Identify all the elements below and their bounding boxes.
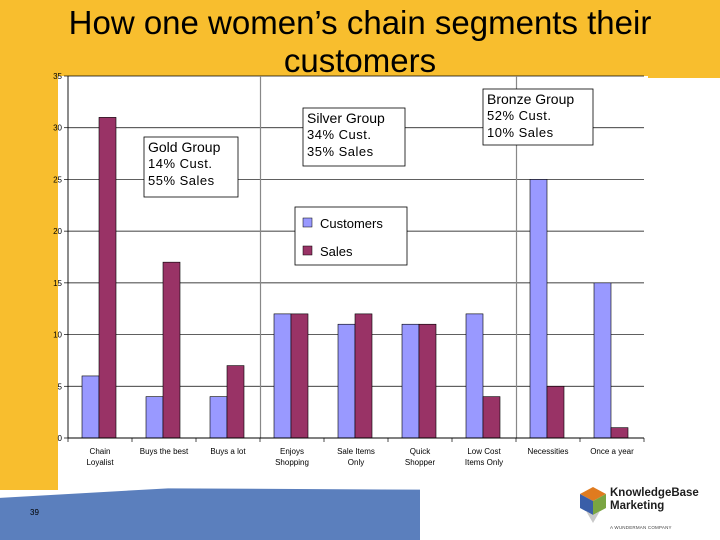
x-tick-label: Quick xyxy=(410,447,431,456)
y-tick-label: 30 xyxy=(53,124,62,133)
accent-bar-top xyxy=(0,0,720,78)
group-annotation-line: 34% Cust. xyxy=(307,127,371,142)
slide-title: How one women’s chain segments their cus… xyxy=(68,4,652,79)
x-tick-label: Once a year xyxy=(590,447,634,456)
footer-wave xyxy=(0,488,420,540)
logo-tagline: A WUNDERMAN COMPANY xyxy=(610,525,672,530)
bar-customers xyxy=(273,313,292,439)
bar-sales xyxy=(162,261,181,439)
x-tick-label: Only xyxy=(348,458,364,467)
bar-customers xyxy=(145,396,164,439)
y-tick-label: 0 xyxy=(58,434,63,443)
bar-sales xyxy=(354,313,373,439)
bar-customers xyxy=(529,179,548,439)
y-tick-label: 5 xyxy=(58,382,63,391)
group-annotation-line: 10% Sales xyxy=(487,125,554,140)
x-tick-label: Buys the best xyxy=(140,447,189,456)
bar-sales xyxy=(290,313,309,439)
bar-sales xyxy=(98,117,117,439)
group-annotation-box xyxy=(143,136,239,198)
bar-sales xyxy=(482,396,501,439)
logo-wordmark: KnowledgeBase Marketing xyxy=(610,487,699,513)
x-tick-label: Low Cost xyxy=(467,447,501,456)
y-tick-label: 35 xyxy=(53,72,62,81)
group-annotation-line: 55% Sales xyxy=(148,173,215,188)
bar-customers xyxy=(593,282,612,439)
group-annotation-title: Bronze Group xyxy=(487,91,574,107)
x-tick-label: Shopper xyxy=(405,458,436,467)
y-tick-label: 20 xyxy=(53,227,62,236)
x-tick-label: Buys a lot xyxy=(210,447,246,456)
y-tick-label: 25 xyxy=(53,175,62,184)
legend-label: Customers xyxy=(320,216,383,231)
group-annotation-box xyxy=(302,107,406,167)
bar-customers xyxy=(209,396,228,439)
page-number: 39 xyxy=(30,508,39,517)
bar-sales xyxy=(610,427,629,439)
legend-box xyxy=(294,206,408,266)
bar-customers xyxy=(401,323,420,439)
x-tick-label: Enjoys xyxy=(280,447,304,456)
x-tick-label: Shopping xyxy=(275,458,309,467)
group-annotation-title: Gold Group xyxy=(148,139,221,155)
logo-line-2: Marketing xyxy=(610,500,665,512)
legend-label: Sales xyxy=(320,244,353,259)
group-annotation-line: 35% Sales xyxy=(307,144,374,159)
bar-sales xyxy=(418,323,437,439)
bar-sales xyxy=(546,385,565,439)
company-logo: KnowledgeBase Marketing A WUNDERMAN COMP… xyxy=(578,485,720,537)
y-tick-label: 15 xyxy=(53,279,62,288)
y-tick-label: 10 xyxy=(53,331,62,340)
bar-customers xyxy=(465,313,484,439)
logo-cube-icon xyxy=(580,487,606,523)
x-tick-label: Sale Items xyxy=(337,447,375,456)
legend-swatch xyxy=(302,245,313,256)
x-tick-label: Items Only xyxy=(465,458,503,467)
accent-bar-left xyxy=(0,0,58,540)
x-tick-label: Chain xyxy=(90,447,111,456)
x-tick-label: Necessities xyxy=(528,447,569,456)
logo-line-1: KnowledgeBase xyxy=(610,487,699,499)
group-annotation-box xyxy=(482,88,594,146)
group-annotation-line: 52% Cust. xyxy=(487,108,551,123)
legend-swatch xyxy=(302,217,313,228)
x-tick-label: Loyalist xyxy=(86,458,114,467)
group-annotation-title: Silver Group xyxy=(307,110,385,126)
bar-sales xyxy=(226,365,245,439)
group-annotation-line: 14% Cust. xyxy=(148,156,212,171)
bar-customers xyxy=(81,375,100,439)
bar-customers xyxy=(337,323,356,439)
